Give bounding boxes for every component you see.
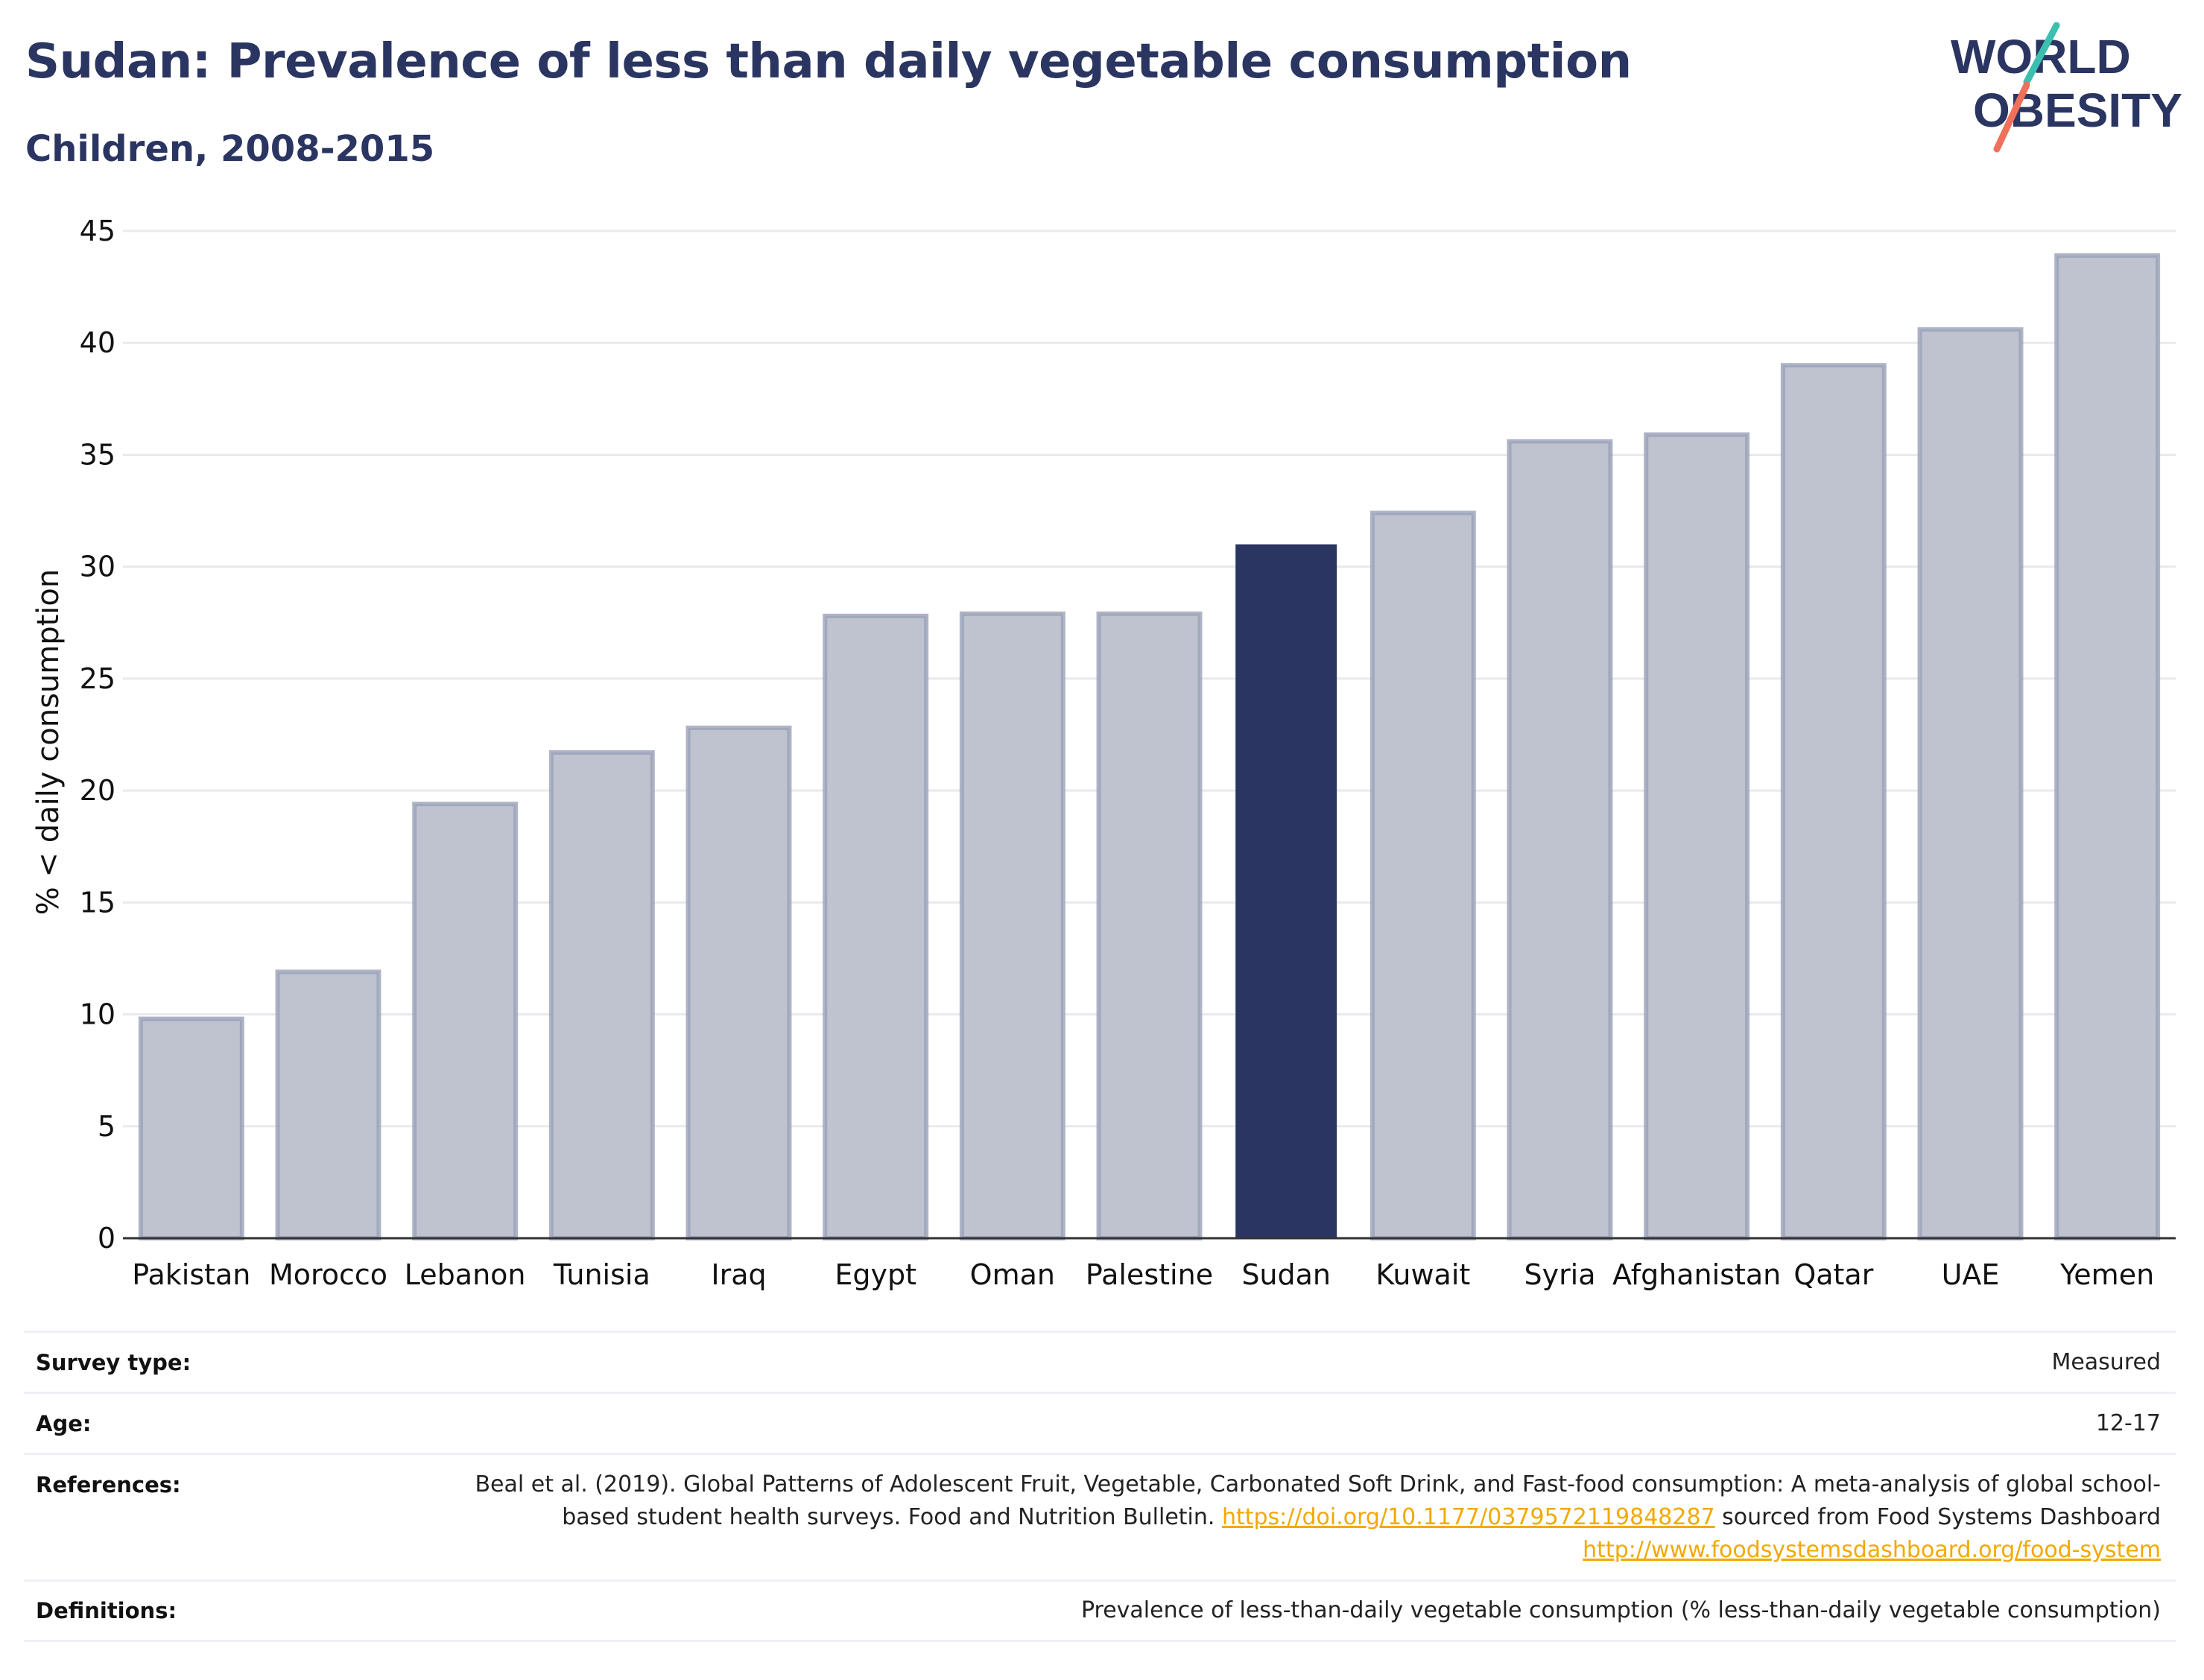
logo-slash-coral <box>1993 81 2030 153</box>
x-tick-label: Oman <box>970 1258 1055 1291</box>
metadata-table: Survey type: Measured Age: 12-17 Referen… <box>24 1331 2176 1642</box>
bar-morocco <box>275 969 381 1240</box>
y-tick-label: 45 <box>80 215 115 247</box>
page-title: Sudan: Prevalence of less than daily veg… <box>25 34 1632 89</box>
x-tick-label: Palestine <box>1086 1258 1213 1291</box>
x-tick-label: UAE <box>1942 1258 2000 1291</box>
bar-egypt <box>823 613 929 1240</box>
axes: 0 5 10 15 20 25 30 35 40 45 Pakistan Morocco Lebanon… <box>80 215 2176 1291</box>
bar-uae <box>1917 327 2024 1240</box>
doi-link[interactable]: https://doi.org/10.1177/0379572119848287 <box>1221 1504 1715 1530</box>
y-tick-label: 30 <box>80 551 115 583</box>
x-tick-label: Syria <box>1524 1258 1595 1291</box>
x-tick-label: Lebanon <box>405 1258 526 1291</box>
y-tick-label: 5 <box>98 1110 115 1143</box>
bar-lebanon <box>412 802 519 1241</box>
bar-palestine <box>1096 611 1203 1240</box>
y-axis-label: % < daily consumption <box>31 569 66 915</box>
bar-iraq <box>685 725 792 1240</box>
x-tick-label: Afghanistan <box>1612 1258 1781 1291</box>
bar-afghanistan <box>1644 432 1750 1240</box>
x-tick-label: Sudan <box>1241 1258 1331 1291</box>
references-label: References: <box>36 1472 181 1497</box>
x-tick-label: Tunisia <box>553 1258 650 1291</box>
definitions-value: Prevalence of less-than-daily vegetable … <box>1080 1597 2161 1623</box>
x-tick-label: Pakistan <box>132 1258 250 1291</box>
references-text-1: Beal et al. (2019). Global Patterns of A… <box>475 1471 2161 1530</box>
meta-row-age: Age: 12-17 <box>24 1392 2176 1453</box>
bar-oman <box>959 611 1065 1240</box>
age-label: Age: <box>36 1410 92 1436</box>
references-value: Beal et al. (2019). Global Patterns of A… <box>462 1468 2176 1567</box>
meta-row-references: References: Beal et al. (2019). Global P… <box>24 1453 2176 1579</box>
x-tick-label: Morocco <box>269 1258 387 1291</box>
bar-syria <box>1507 439 1613 1241</box>
bar-yemen <box>2054 253 2161 1241</box>
logo-slash-teal <box>2023 22 2060 86</box>
references-text-2: sourced from Food Systems Dashboard <box>1714 1504 2161 1530</box>
x-tick-label: Egypt <box>835 1258 916 1291</box>
y-tick-label: 10 <box>80 998 115 1031</box>
x-tick-label: Kuwait <box>1375 1258 1470 1291</box>
bar-pakistan <box>138 1016 244 1240</box>
y-tick-label: 15 <box>80 886 115 919</box>
y-tick-label: 25 <box>80 662 115 695</box>
y-tick-label: 35 <box>80 438 115 471</box>
bar-chart: 0 5 10 15 20 25 30 35 40 45 Pakistan Morocco Lebanon… <box>31 215 2176 1291</box>
meta-row-survey-type: Survey type: Measured <box>24 1331 2176 1392</box>
survey-type-label: Survey type: <box>36 1349 191 1375</box>
page-subtitle: Children, 2008-2015 <box>25 128 435 170</box>
world-obesity-logo: WORLD OBESITY <box>1951 22 2182 153</box>
bar-sudan <box>1235 544 1337 1238</box>
x-tick-label: Iraq <box>711 1258 766 1291</box>
x-tick-label: Qatar <box>1793 1258 1873 1291</box>
bar-tunisia <box>548 750 655 1240</box>
definitions-label: Definitions: <box>36 1598 177 1623</box>
bar-qatar <box>1780 363 1887 1240</box>
food-systems-dashboard-link[interactable]: http://www.foodsystemsdashboard.org/food… <box>1583 1537 2161 1563</box>
survey-type-value: Measured <box>2051 1348 2161 1375</box>
bar-kuwait <box>1369 510 1476 1240</box>
age-value: 12-17 <box>2095 1410 2161 1436</box>
meta-row-definitions: Definitions: Prevalence of less-than-dai… <box>24 1579 2176 1642</box>
bars <box>138 253 2161 1241</box>
x-tick-label: Yemen <box>2059 1258 2154 1291</box>
y-tick-label: 0 <box>98 1222 115 1255</box>
y-tick-label: 20 <box>80 774 115 807</box>
y-tick-label: 40 <box>80 326 115 359</box>
